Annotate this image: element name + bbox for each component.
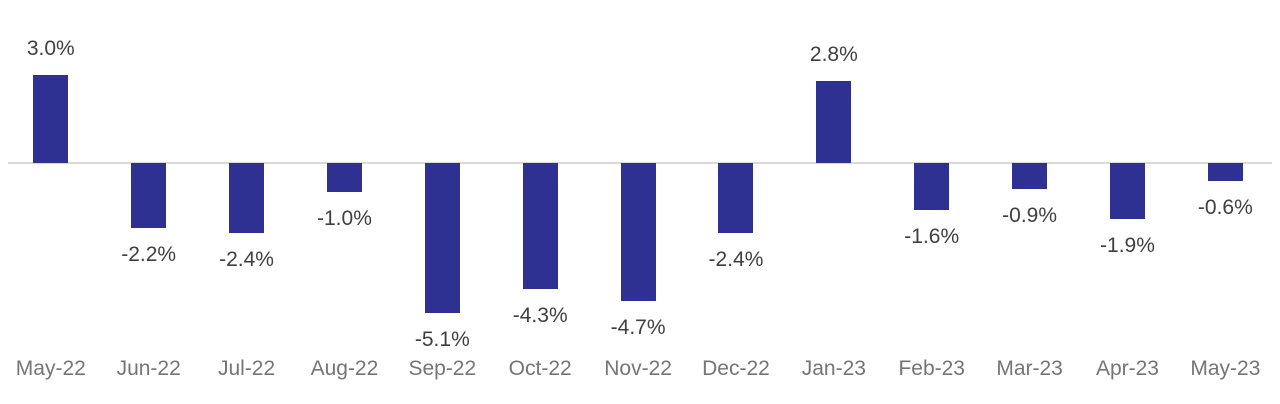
data-label-Mar-23: -0.9% xyxy=(1002,204,1058,228)
bar-Apr-23 xyxy=(1109,163,1145,219)
data-label-Feb-23: -1.6% xyxy=(904,224,960,248)
data-label-Jun-22: -2.2% xyxy=(121,242,177,266)
bar-Nov-22 xyxy=(620,163,656,301)
x-axis-label-Mar-23: Mar-23 xyxy=(996,357,1063,380)
data-label-May-23: -0.6% xyxy=(1197,195,1253,219)
bar-Jan-23 xyxy=(816,80,852,163)
bar-Jun-22 xyxy=(131,163,167,228)
x-axis-label-Oct-22: Oct-22 xyxy=(508,357,572,380)
x-axis-label-Aug-22: Aug-22 xyxy=(310,357,379,380)
data-label-Oct-22: -4.3% xyxy=(512,304,568,328)
x-axis-label-May-23: May-23 xyxy=(1190,357,1261,380)
data-label-Dec-22: -2.4% xyxy=(708,248,764,272)
data-label-Jan-23: 2.8% xyxy=(809,42,858,66)
x-axis-label-Sep-22: Sep-22 xyxy=(408,357,477,380)
data-label-Sep-22: -5.1% xyxy=(414,327,470,351)
bar-Dec-22 xyxy=(718,163,754,234)
x-axis-label-May-22: May-22 xyxy=(15,357,86,380)
data-label-Nov-22: -4.7% xyxy=(610,315,666,339)
bar-Feb-23 xyxy=(914,163,950,210)
x-axis-label-Apr-23: Apr-23 xyxy=(1095,357,1159,380)
bar-Oct-22 xyxy=(522,163,558,290)
x-axis-label-Feb-23: Feb-23 xyxy=(898,357,965,380)
data-label-Aug-22: -1.0% xyxy=(317,207,372,231)
x-axis-label-Nov-22: Nov-22 xyxy=(604,357,672,380)
bar-Aug-22 xyxy=(326,163,362,193)
bar-May-22 xyxy=(33,75,69,163)
bar-Jul-22 xyxy=(229,163,265,234)
x-axis-label-Jul-22: Jul-22 xyxy=(217,357,276,380)
bar-Sep-22 xyxy=(424,163,460,313)
data-label-Jul-22: -2.4% xyxy=(219,248,274,272)
bar-Mar-23 xyxy=(1012,163,1048,190)
x-axis-label-Jun-22: Jun-22 xyxy=(116,357,181,380)
x-axis-label-Dec-22: Dec-22 xyxy=(702,357,770,380)
bar-May-23 xyxy=(1207,163,1243,181)
data-label-Apr-23: -1.9% xyxy=(1100,233,1155,257)
x-axis-label-Jan-23: Jan-23 xyxy=(801,357,866,380)
data-label-May-22: 3.0% xyxy=(26,37,75,60)
